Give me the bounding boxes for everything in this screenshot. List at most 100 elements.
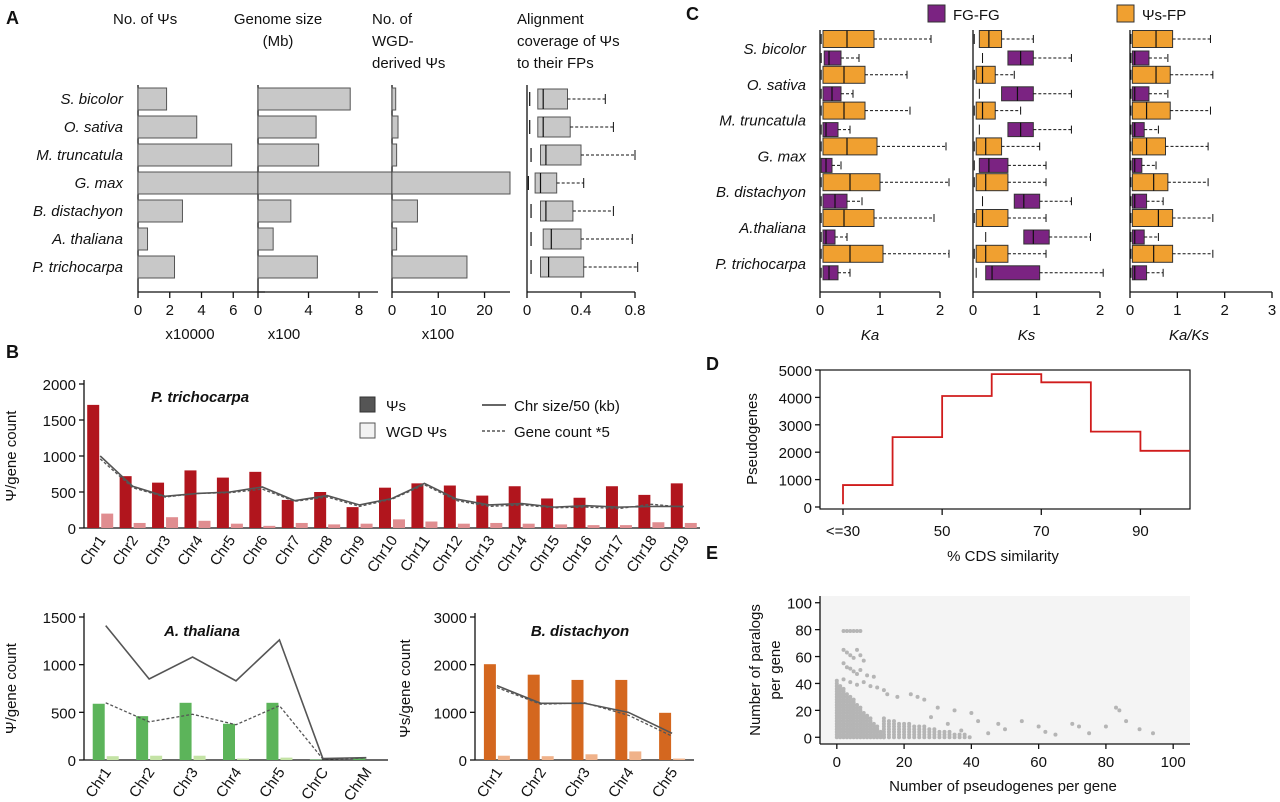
x-tick-label: ChrC xyxy=(298,764,332,802)
panel-b-bdistachyon: 0 1000 2000 3000 Ψs/gene count B. distachyon C… xyxy=(397,610,694,801)
x-tick-label: 0 xyxy=(523,302,531,319)
y-tick-label: 2000 xyxy=(434,658,467,675)
scatter-point xyxy=(986,731,991,736)
y-tick-label: 500 xyxy=(51,485,76,502)
panel-d: 0 1000 2000 3000 4000 5000 <=30 50 70 90 Pseudogen… xyxy=(744,363,1191,565)
scatter-point xyxy=(844,692,849,697)
box-ps xyxy=(822,173,881,192)
box xyxy=(540,144,582,166)
bar-wgd xyxy=(684,522,697,528)
scatter-point xyxy=(922,724,927,729)
x-tick-label: Chr1 xyxy=(77,533,110,569)
scatter-point xyxy=(881,688,886,693)
species-label: A.thaliana xyxy=(738,220,806,237)
x-tick-label: 1 xyxy=(1032,302,1040,319)
bar xyxy=(137,255,176,279)
scatter-point xyxy=(881,716,886,721)
x-axis-label: % CDS similarity xyxy=(947,548,1059,565)
species-label: S. bicolor xyxy=(743,41,807,58)
y-tick-label: 2000 xyxy=(43,377,76,394)
y-tick-label: 0 xyxy=(459,753,467,770)
x-tick-label: 10 xyxy=(430,302,447,319)
scatter-point xyxy=(952,732,957,737)
bar-psi xyxy=(119,476,132,528)
line-chr-size xyxy=(99,455,684,508)
bar-wgd xyxy=(629,751,642,760)
panel-b-athaliana: 0 500 1000 1500 Ψ/gene count A. thaliana Chr1 C… xyxy=(3,610,388,802)
box-fg xyxy=(822,122,839,138)
bar-wgd xyxy=(328,524,341,528)
x-tick-label: Chr5 xyxy=(256,765,289,801)
bar xyxy=(391,227,398,251)
y-tick-label: 3000 xyxy=(434,610,467,627)
y-axis-label: Ψ/gene count xyxy=(3,642,20,734)
species-label: B. distachyon xyxy=(33,203,123,220)
x-tick-label: Chr2 xyxy=(517,765,550,801)
x-unit-label: x10000 xyxy=(165,326,214,343)
box-fg xyxy=(985,265,1041,281)
box-fg xyxy=(1013,193,1041,209)
x-unit-label: x100 xyxy=(422,326,455,343)
bar-psi xyxy=(541,498,554,528)
scatter-point xyxy=(1070,721,1075,726)
x-tick-label: Chr7 xyxy=(271,533,304,569)
box-ps xyxy=(1131,30,1174,48)
x-tick-label: Chr2 xyxy=(109,533,142,569)
chart-title: B. distachyon xyxy=(531,623,629,640)
scatter-point xyxy=(851,628,856,633)
box xyxy=(534,172,558,194)
scatter-point xyxy=(892,719,896,724)
bar-psi xyxy=(179,702,192,760)
bar-psi xyxy=(443,485,456,528)
x-tick-label: 90 xyxy=(1132,523,1149,540)
y-tick-label: 0 xyxy=(68,753,76,770)
y-axis-label: Number of paralogs xyxy=(747,604,764,736)
x-tick-label: 1 xyxy=(1173,302,1181,319)
y-axis-label: Pseudogenes xyxy=(744,393,761,485)
bar xyxy=(137,227,149,251)
scatter-point xyxy=(838,684,843,689)
box-fg xyxy=(822,265,839,281)
scatter-point xyxy=(969,711,974,716)
y-tick-label: 1500 xyxy=(43,610,76,627)
bar-psi xyxy=(346,507,359,528)
scatter-point xyxy=(855,682,859,687)
scatter-point xyxy=(886,719,891,724)
bar-wgd xyxy=(393,519,405,528)
box-fg xyxy=(1131,157,1143,173)
species-label: P. trichocarpa xyxy=(32,259,123,276)
legend-label-wgd: WGD Ψs xyxy=(386,424,447,441)
box xyxy=(537,88,568,110)
y-tick-label: 500 xyxy=(51,705,76,722)
bar-psi xyxy=(266,702,279,760)
box-ps xyxy=(975,137,1003,156)
bar-psi xyxy=(571,679,584,760)
bar-wgd xyxy=(490,522,503,528)
x-axis-label: Ks xyxy=(1018,327,1036,344)
x-tick-label: 70 xyxy=(1033,523,1050,540)
scatter-point xyxy=(945,721,950,726)
scatter-point xyxy=(885,692,890,697)
species-label: G. max xyxy=(758,148,807,165)
box-ps xyxy=(1131,137,1167,156)
x-tick-label: Chr19 xyxy=(656,533,693,576)
scatter-point xyxy=(871,674,876,679)
scatter-point xyxy=(937,729,942,734)
bar-wgd xyxy=(497,755,510,760)
panel-c: S. bicolor O. sativa M. truncatula G. max B.… xyxy=(715,4,1276,344)
box-ps xyxy=(1131,173,1169,192)
x-tick-label: 0 xyxy=(134,302,142,319)
legend-swatch-wgd xyxy=(359,422,376,439)
bar-psi xyxy=(136,716,149,760)
y-tick-label: 100 xyxy=(787,596,812,613)
scatter-point xyxy=(858,705,863,710)
x-tick-label: Chr6 xyxy=(239,533,272,569)
y-axis-label: per gene xyxy=(767,640,784,699)
panel-letter-d: D xyxy=(706,354,719,374)
species-label: M. truncatula xyxy=(36,147,123,164)
bar xyxy=(391,199,418,223)
legend-swatch-fg xyxy=(927,4,946,23)
scatter-point xyxy=(848,653,853,658)
line-chr-size xyxy=(496,684,673,735)
scatter-point xyxy=(952,708,957,713)
